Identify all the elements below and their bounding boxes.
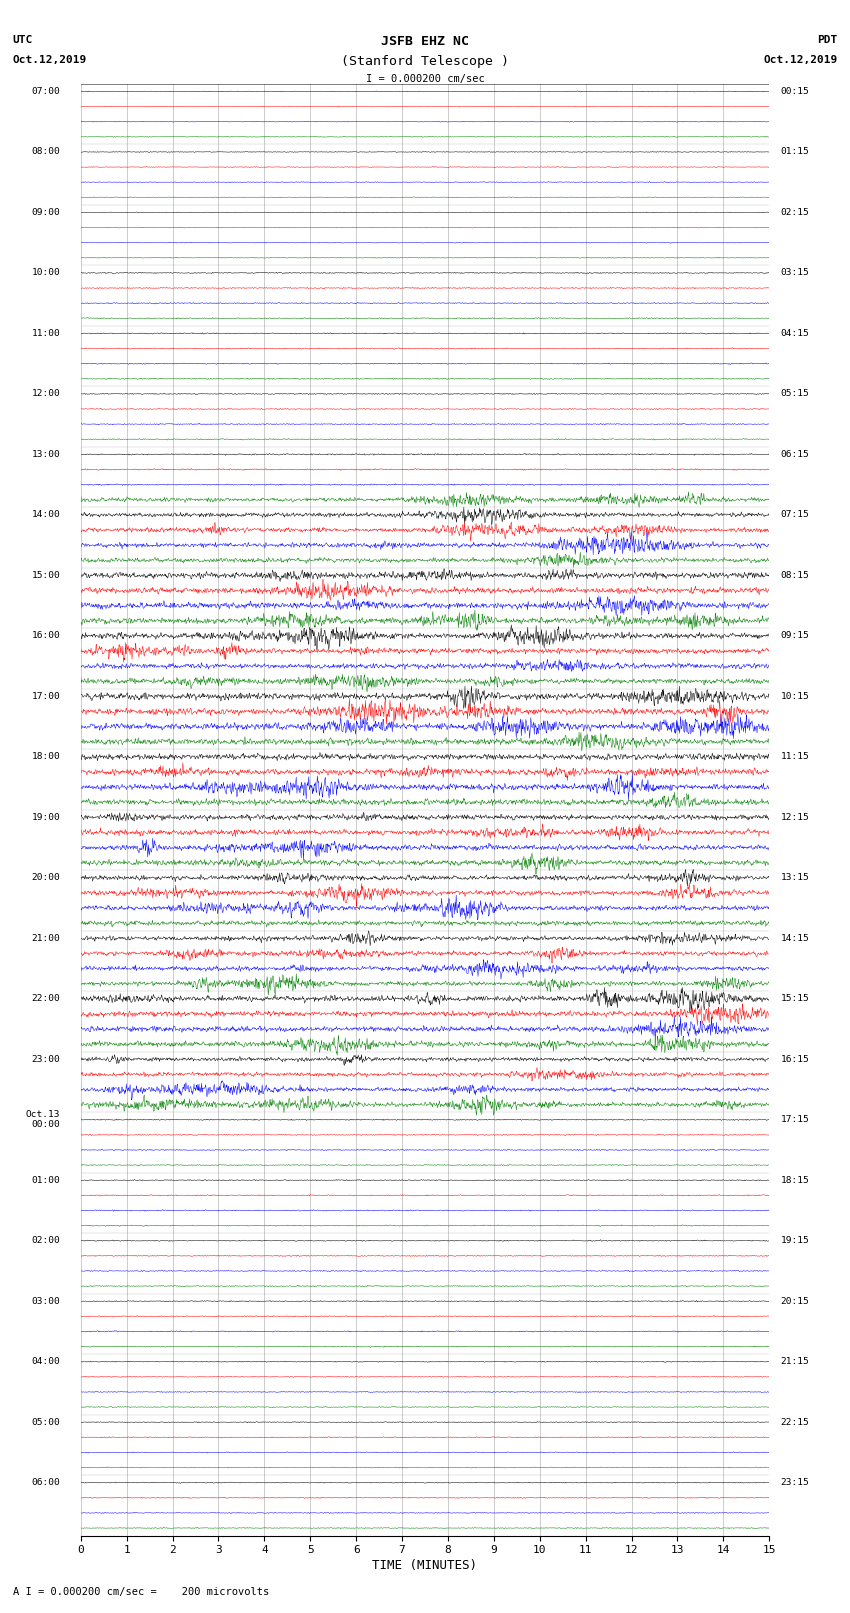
Text: 07:15: 07:15 [780,510,809,519]
Text: 08:15: 08:15 [780,571,809,579]
Text: 15:00: 15:00 [31,571,60,579]
Text: 22:00: 22:00 [31,994,60,1003]
Text: Oct.12,2019: Oct.12,2019 [763,55,837,65]
Text: 09:15: 09:15 [780,631,809,640]
Text: A I = 0.000200 cm/sec =    200 microvolts: A I = 0.000200 cm/sec = 200 microvolts [13,1587,269,1597]
Text: 21:00: 21:00 [31,934,60,942]
Text: I = 0.000200 cm/sec: I = 0.000200 cm/sec [366,74,484,84]
Text: (Stanford Telescope ): (Stanford Telescope ) [341,55,509,68]
Text: 12:00: 12:00 [31,389,60,398]
Text: 02:15: 02:15 [780,208,809,216]
Text: 14:15: 14:15 [780,934,809,942]
Text: 13:00: 13:00 [31,450,60,458]
Text: 08:00: 08:00 [31,147,60,156]
Text: 20:00: 20:00 [31,873,60,882]
Text: 15:15: 15:15 [780,994,809,1003]
Text: 02:00: 02:00 [31,1236,60,1245]
Text: 11:00: 11:00 [31,329,60,337]
Text: 11:15: 11:15 [780,752,809,761]
Text: 06:00: 06:00 [31,1478,60,1487]
Text: 06:15: 06:15 [780,450,809,458]
Text: 19:00: 19:00 [31,813,60,821]
Text: 05:15: 05:15 [780,389,809,398]
Text: 03:00: 03:00 [31,1297,60,1305]
Text: 03:15: 03:15 [780,268,809,277]
Text: 19:15: 19:15 [780,1236,809,1245]
Text: 12:15: 12:15 [780,813,809,821]
X-axis label: TIME (MINUTES): TIME (MINUTES) [372,1560,478,1573]
Text: 20:15: 20:15 [780,1297,809,1305]
Text: Oct.12,2019: Oct.12,2019 [13,55,87,65]
Text: 09:00: 09:00 [31,208,60,216]
Text: 04:00: 04:00 [31,1357,60,1366]
Text: 10:15: 10:15 [780,692,809,700]
Text: JSFB EHZ NC: JSFB EHZ NC [381,35,469,48]
Text: 18:15: 18:15 [780,1176,809,1184]
Text: 04:15: 04:15 [780,329,809,337]
Text: 07:00: 07:00 [31,87,60,95]
Text: 22:15: 22:15 [780,1418,809,1426]
Text: 05:00: 05:00 [31,1418,60,1426]
Text: 23:15: 23:15 [780,1478,809,1487]
Text: 01:00: 01:00 [31,1176,60,1184]
Text: 18:00: 18:00 [31,752,60,761]
Text: 16:00: 16:00 [31,631,60,640]
Text: 23:00: 23:00 [31,1055,60,1063]
Text: UTC: UTC [13,35,33,45]
Text: 13:15: 13:15 [780,873,809,882]
Text: Oct.13
00:00: Oct.13 00:00 [26,1110,60,1129]
Text: 01:15: 01:15 [780,147,809,156]
Text: 00:15: 00:15 [780,87,809,95]
Text: 21:15: 21:15 [780,1357,809,1366]
Text: 14:00: 14:00 [31,510,60,519]
Text: 17:00: 17:00 [31,692,60,700]
Text: PDT: PDT [817,35,837,45]
Text: 10:00: 10:00 [31,268,60,277]
Text: 17:15: 17:15 [780,1115,809,1124]
Text: 16:15: 16:15 [780,1055,809,1063]
